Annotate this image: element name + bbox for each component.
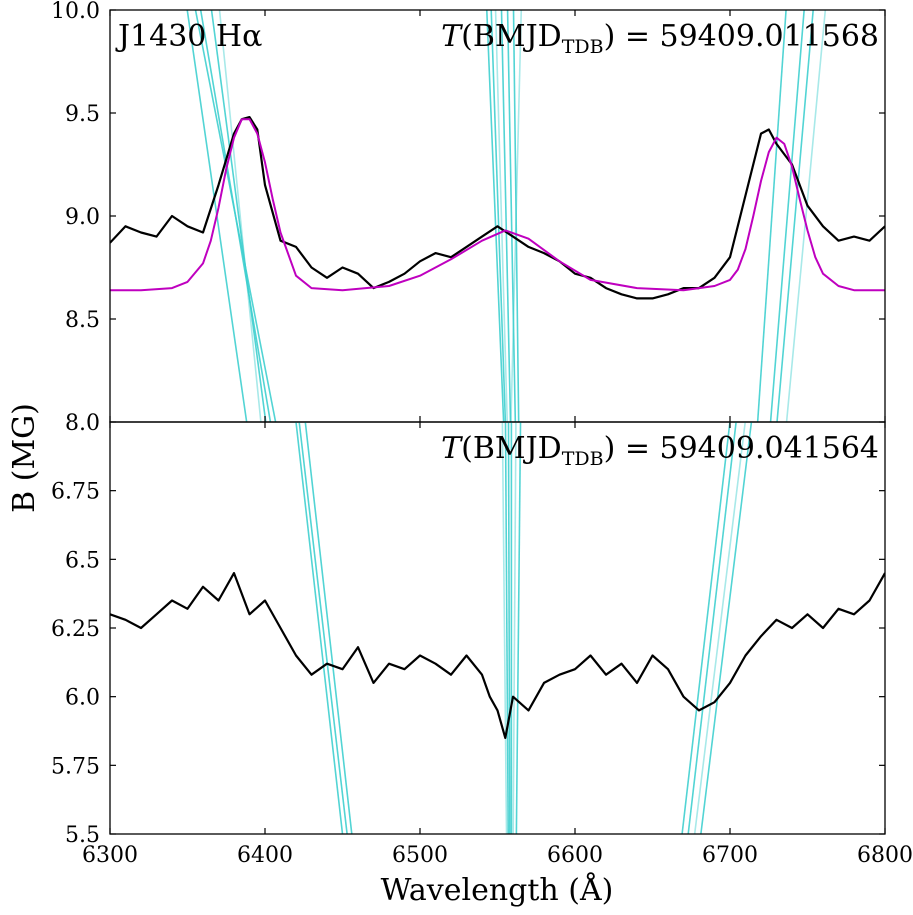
y-tick-label: 6.5: [65, 548, 100, 573]
field-track-line: [510, 10, 523, 422]
field-track-line: [769, 10, 805, 422]
field-track-line: [494, 10, 509, 422]
field-track-line: [485, 10, 505, 422]
field-track-line: [700, 422, 753, 834]
field-track-line: [504, 422, 510, 834]
bottom-panel: 5.5 5.75 6.0 6.25 6.5 6.75 6300 6400 6500 6600 670…: [51, 421, 913, 868]
observed-spectrum-line: [110, 571, 885, 740]
field-track-line: [304, 422, 353, 834]
field-track-line: [693, 422, 747, 834]
x-tick-label: 6800: [857, 843, 913, 868]
top-panel-label: J1430 Hα: [115, 19, 262, 54]
field-track-line: [501, 422, 508, 834]
field-track-line: [506, 10, 517, 422]
y-tick-label: 6.75: [51, 480, 100, 505]
y-tick-label: 5.5: [65, 823, 100, 848]
field-track-line: [687, 422, 737, 834]
field-track-line: [512, 10, 520, 422]
field-track-line: [515, 422, 522, 834]
y-tick-label: 9.5: [65, 102, 100, 127]
top-panel: 8.0 8.5 9.0 9.5 10.0 J1430 Hα T(BMJDTDB) = 5…: [51, 0, 886, 436]
y-tick-label: 9.0: [65, 205, 100, 230]
field-track-line: [218, 10, 262, 422]
y-tick-label: 8.0: [65, 411, 100, 436]
x-tick-label: 6300: [82, 843, 138, 868]
y-tick-label: 8.5: [65, 308, 100, 333]
x-tick-label: 6700: [702, 843, 758, 868]
field-track-line: [490, 10, 507, 422]
field-track-line: [210, 10, 267, 422]
field-track-line: [512, 422, 517, 834]
y-tick-label: 5.75: [51, 754, 100, 779]
top-time-annotation: T(BMJDTDB) = 59409.011568: [441, 19, 879, 58]
field-track-line: [681, 422, 731, 834]
model-fit-line: [110, 118, 885, 292]
x-axis-title: Wavelength (Å): [381, 872, 614, 908]
field-track-line: [756, 10, 787, 422]
field-track-line: [295, 422, 344, 834]
field-track-line: [507, 422, 511, 834]
x-tick-label: 6500: [392, 843, 448, 868]
field-track-line: [298, 422, 348, 834]
x-tick-label: 6600: [547, 843, 603, 868]
x-tick-label: 6400: [237, 843, 293, 868]
y-axis-title: B (MG): [7, 403, 42, 513]
y-tick-label: 6.0: [65, 686, 100, 711]
y-tick-label: 10.0: [51, 0, 100, 24]
y-tick-label: 6.25: [51, 617, 100, 642]
field-track-line: [199, 10, 272, 422]
bottom-time-annotation: T(BMJDTDB) = 59409.041564: [441, 431, 879, 470]
field-track-line: [500, 10, 512, 422]
field-track-line: [785, 10, 827, 422]
field-track-line: [776, 10, 814, 422]
